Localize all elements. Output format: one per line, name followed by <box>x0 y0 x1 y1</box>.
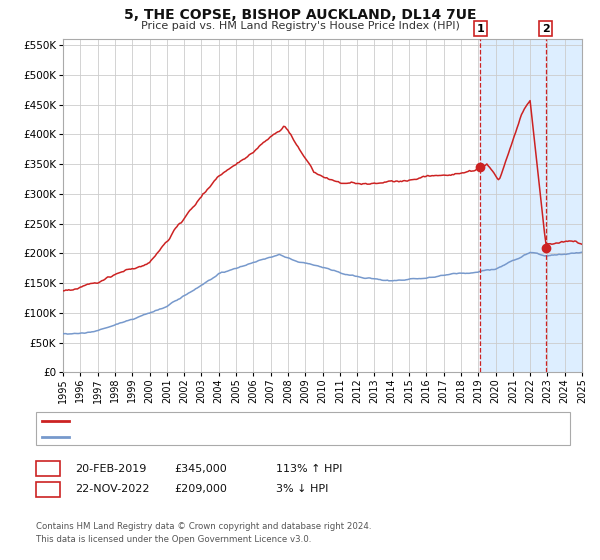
Text: 22-NOV-2022: 22-NOV-2022 <box>75 484 149 494</box>
Text: 20-FEB-2019: 20-FEB-2019 <box>75 464 146 474</box>
Text: 3% ↓ HPI: 3% ↓ HPI <box>276 484 328 494</box>
Text: 113% ↑ HPI: 113% ↑ HPI <box>276 464 343 474</box>
Text: 1: 1 <box>44 464 52 474</box>
Text: 2: 2 <box>44 484 52 494</box>
Text: 5, THE COPSE, BISHOP AUCKLAND, DL14 7UE: 5, THE COPSE, BISHOP AUCKLAND, DL14 7UE <box>124 8 476 22</box>
Text: £345,000: £345,000 <box>174 464 227 474</box>
Text: This data is licensed under the Open Government Licence v3.0.: This data is licensed under the Open Gov… <box>36 534 311 544</box>
Bar <box>481 39 586 372</box>
Text: 5, THE COPSE, BISHOP AUCKLAND, DL14 7UE (detached house): 5, THE COPSE, BISHOP AUCKLAND, DL14 7UE … <box>72 416 403 426</box>
Text: Price paid vs. HM Land Registry's House Price Index (HPI): Price paid vs. HM Land Registry's House … <box>140 21 460 31</box>
Text: Contains HM Land Registry data © Crown copyright and database right 2024.: Contains HM Land Registry data © Crown c… <box>36 522 371 531</box>
Text: £209,000: £209,000 <box>174 484 227 494</box>
Text: 1: 1 <box>476 24 484 34</box>
Text: HPI: Average price, detached house, County Durham: HPI: Average price, detached house, Coun… <box>72 432 347 442</box>
Text: 2: 2 <box>542 24 550 34</box>
